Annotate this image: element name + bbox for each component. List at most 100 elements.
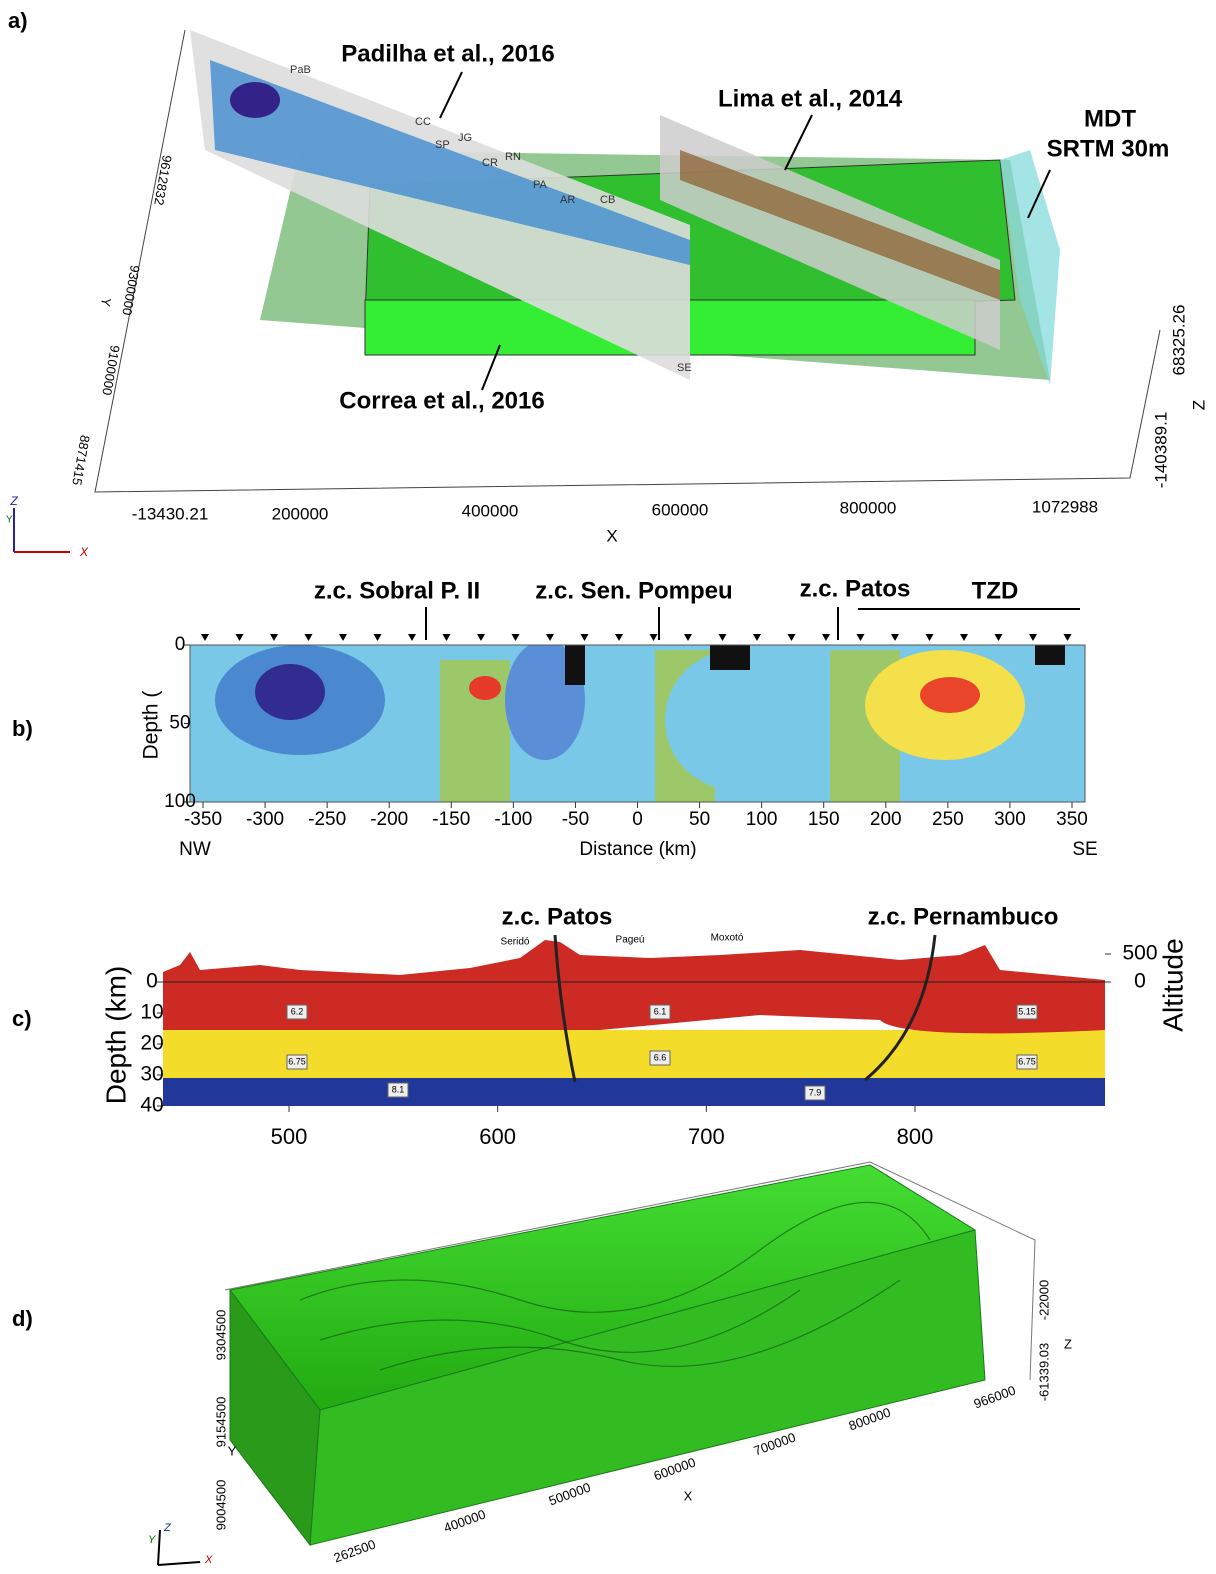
layer-label: 6.75 [1018, 1056, 1036, 1066]
y-tick-label: 0 [146, 970, 158, 993]
annotation: z.c. Sobral P. II [314, 577, 480, 604]
station-marker [339, 634, 347, 641]
z-axis-title: Z [1064, 1336, 1072, 1351]
panel-c: c) z.c. Patos z.c. Pernambuco Seridó Pag… [12, 903, 1188, 1148]
x-tick-label: 800 [897, 1124, 934, 1149]
y-tick-label: 10 [140, 1001, 163, 1024]
profile-label: SP [435, 139, 450, 151]
surface-label: Seridó [501, 937, 530, 948]
x-tick-label: 0 [632, 809, 643, 830]
station-marker [511, 634, 520, 641]
profile-label: SE [677, 362, 692, 374]
x-tick-label: 150 [808, 809, 840, 830]
y-tick-label: 9004500 [213, 1480, 228, 1531]
layer-label: 6.1 [654, 1006, 667, 1016]
layer-label: 6.2 [291, 1006, 304, 1016]
profile-label: CB [600, 194, 615, 206]
profile-label: CR [482, 157, 498, 169]
annotation: z.c. Patos [502, 903, 613, 930]
station-marker [1029, 634, 1037, 641]
y-axis-title: Y [228, 1443, 237, 1458]
station-marker [373, 634, 382, 641]
station-marker [994, 634, 1003, 641]
z-tick-label: -140389.1 [1151, 412, 1170, 489]
x-axis-title: X [606, 526, 617, 545]
layer-label-box [387, 1082, 409, 1098]
annotation: z.c. Patos [800, 575, 911, 602]
y-tick-label: 9612832 [151, 154, 175, 206]
panel-label: c) [12, 1006, 32, 1031]
triad-label: Z [163, 1522, 172, 1534]
y-axis-title: Depth (km) [100, 966, 131, 1104]
x-tick-label: 200000 [272, 504, 329, 523]
triad-label: Z [9, 494, 18, 508]
profile-section [210, 60, 690, 265]
profile-label: JG [458, 132, 472, 144]
station-marker [408, 634, 416, 641]
y-tick-label: 0 [175, 634, 186, 655]
station-marker [856, 634, 865, 641]
annotation: z.c. Sen. Pompeu [535, 577, 732, 604]
x-tick-label: 800000 [840, 498, 897, 517]
station-marker [684, 634, 692, 641]
station-marker [787, 634, 796, 641]
x-tick-label: -350 [184, 809, 222, 830]
layer-label-box [1016, 1054, 1038, 1070]
station-marker [201, 634, 209, 641]
station-marker [649, 634, 658, 641]
y-axis-title: Depth ( [140, 691, 163, 760]
panel-label: b) [12, 716, 33, 741]
annotation: Padilha et al., 2016 [341, 40, 554, 67]
annotation: z.c. Pernambuco [868, 903, 1059, 930]
axis-triad: Y Z X [148, 1522, 213, 1566]
station-marker [718, 634, 727, 641]
panel-a: a) PaB CC SP JG CR RN PA AR CB SE Padilh… [6, 8, 1208, 559]
profile-label: RN [505, 151, 521, 163]
x-tick-label: -13430.21 [132, 504, 209, 523]
profile-label: PaB [290, 64, 311, 76]
station-marker [822, 634, 830, 641]
y-tick-label: 9304500 [213, 1310, 228, 1361]
x-tick-label: 500 [271, 1124, 308, 1149]
x-tick-label: -150 [432, 809, 470, 830]
y-tick-label: 30 [140, 1063, 163, 1086]
layer-label: 6.75 [288, 1056, 306, 1066]
z-tick-label: -22000 [1036, 1280, 1051, 1320]
axis-box [94, 29, 1161, 493]
resistivity-section [190, 645, 1085, 802]
panel-label: d) [12, 1306, 33, 1331]
x-tick-label: 700 [688, 1124, 725, 1149]
layer [163, 940, 1105, 1034]
x-tick-label: -300 [246, 809, 284, 830]
dem-surface [1000, 150, 1060, 385]
y-tick-label: 8871415 [69, 434, 93, 486]
triad-label: Y [6, 515, 13, 526]
annotation: TZD [972, 577, 1019, 604]
x-tick-label: -100 [494, 809, 532, 830]
x-tick-label: -50 [562, 809, 589, 830]
layer [163, 1078, 1105, 1106]
z-tick-label: -61339.03 [1036, 1343, 1051, 1402]
annotation: SRTM 30m [1047, 135, 1170, 162]
layer-label-box [286, 1004, 308, 1020]
panel-label: a) [8, 8, 28, 33]
axis-triad: Z Y X [6, 494, 89, 559]
layer-label: 7.9 [809, 1087, 822, 1097]
annotation: Lima et al., 2014 [718, 85, 903, 112]
panel-b: b) z.c. Sobral P. II z.c. Sen. Pompeu z.… [12, 575, 1098, 860]
y-tick-label: 50 [169, 713, 190, 734]
station-marker [270, 634, 278, 641]
layer [163, 1030, 1105, 1080]
surface-label: Moxotó [711, 933, 744, 944]
layer-label-box [286, 1054, 308, 1070]
axis-end-label: NW [179, 839, 211, 860]
annotation: Correa et al., 2016 [339, 387, 544, 414]
triad-label: X [204, 1554, 213, 1566]
layer-label-box [649, 1004, 671, 1020]
y2-axis-title: Altitude [1157, 938, 1188, 1031]
station-marker [753, 634, 761, 641]
station-marker [546, 634, 554, 641]
y2-tick-label: 0 [1134, 970, 1146, 993]
